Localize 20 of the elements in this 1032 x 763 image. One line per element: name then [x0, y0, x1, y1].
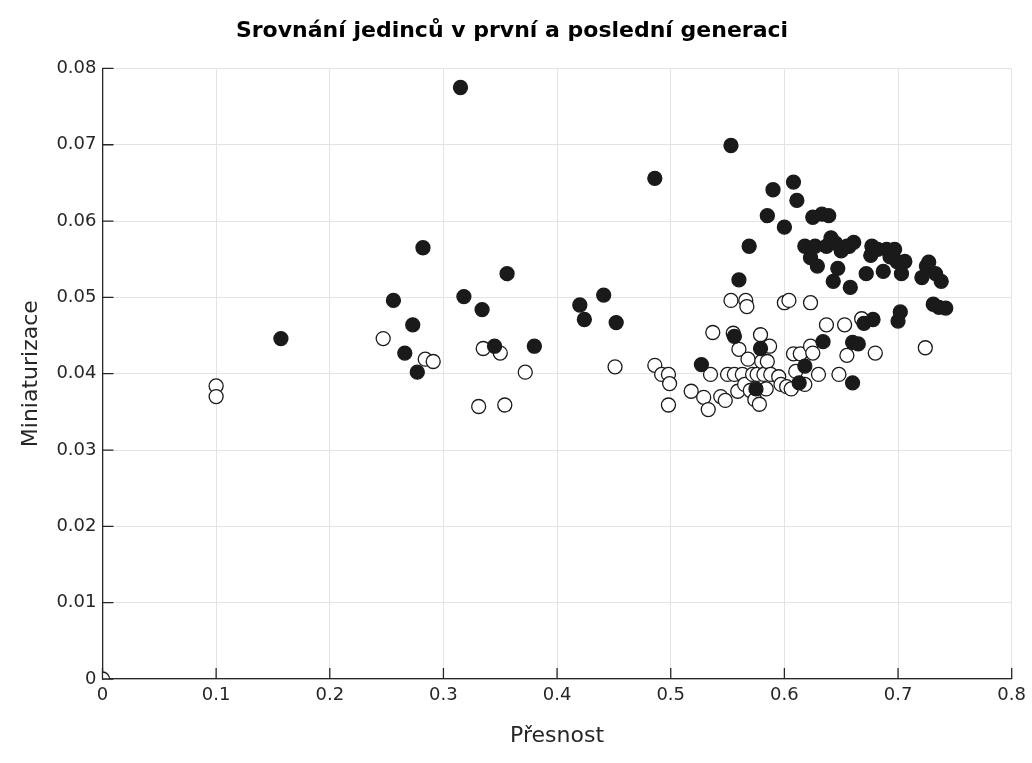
x-tick-label: 0.8	[997, 683, 1027, 705]
x-tick-label: 0.1	[201, 683, 231, 705]
y-tick-label: 0.01	[56, 590, 97, 612]
x-tick-label: 0.6	[770, 683, 799, 705]
y-tick-label: 0.05	[56, 285, 97, 307]
y-tick-label: 0.02	[56, 514, 97, 536]
y-tick-label: 0.07	[56, 132, 97, 154]
y-tick-label: 0	[85, 666, 97, 688]
x-tick-label: 0.5	[656, 683, 686, 705]
x-tick-label: 0.2	[315, 683, 345, 705]
x-axis-title: Přesnost	[510, 721, 605, 747]
x-tick-label: 0.3	[429, 683, 458, 705]
y-tick-label: 0.06	[56, 208, 97, 230]
y-tick-label: 0.08	[56, 56, 97, 78]
x-tick-label: 0.7	[883, 683, 913, 705]
x-tick-label: 0.4	[542, 683, 572, 705]
chart-title: Srovnání jedinců v první a poslední generaci	[235, 16, 789, 42]
y-tick-label: 0.04	[56, 361, 97, 383]
y-tick-label: 0.03	[56, 437, 97, 459]
y-axis-title: Miniaturizace	[16, 300, 42, 448]
